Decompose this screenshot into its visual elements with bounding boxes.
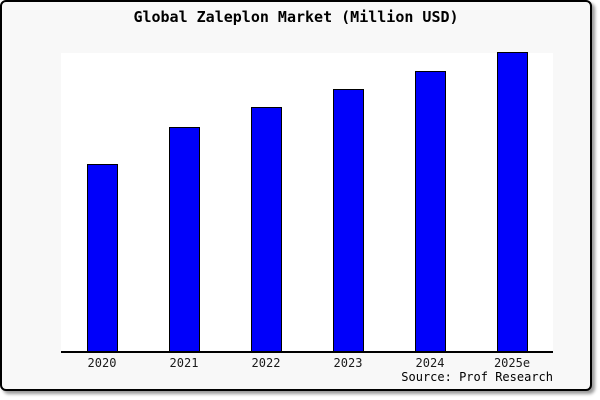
bar-2022 (250, 107, 282, 351)
bar-slot-2025e (471, 52, 553, 351)
bar-slot-2021 (143, 53, 225, 351)
bar-2024 (414, 71, 446, 351)
chart-title: Global Zaleplon Market (Million USD) (133, 8, 459, 26)
x-tick-label-2022: 2022 (251, 356, 281, 370)
x-axis-labels: 2020 2021 2022 2023 2024 2025e (61, 356, 553, 370)
x-tick-label-2023: 2023 (333, 356, 363, 370)
bar-slot-2022 (225, 53, 307, 351)
bar-slot-2020 (61, 53, 143, 351)
bar-slot-2024 (389, 53, 471, 351)
x-tick-label-2020: 2020 (87, 356, 117, 370)
bar-slot-2023 (307, 53, 389, 351)
plot-area (61, 52, 553, 353)
x-tick-label-2024: 2024 (415, 356, 445, 370)
chart-frame: Global Zaleplon Market (Million USD) 202… (0, 0, 592, 391)
x-tick-label-2021: 2021 (169, 356, 199, 370)
bar-2021 (168, 126, 200, 351)
bar-2025e (496, 52, 528, 351)
source-note: Source: Prof Research (401, 370, 553, 384)
bar-2023 (332, 89, 364, 351)
x-tick-label-2025e: 2025e (493, 356, 531, 370)
bar-2020 (86, 163, 118, 351)
